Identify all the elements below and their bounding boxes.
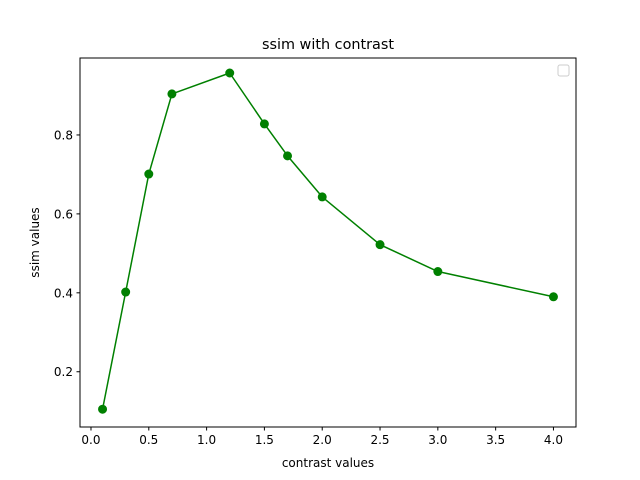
data-point [121,287,131,297]
x-tick-label: 0.0 [81,433,100,447]
data-point [225,68,235,78]
series-layer [98,68,558,414]
x-tick-label: 1.5 [255,433,274,447]
y-tick-label: 0.6 [54,207,73,221]
data-point [144,169,154,179]
data-point [283,151,293,161]
data-point [548,292,558,302]
x-tick-label: 0.5 [139,433,158,447]
data-point [375,240,385,250]
plot-area [80,58,576,427]
x-axis: 0.0 0.5 1.0 1.5 2.0 2.5 3.0 3.5 4.0 [81,427,563,447]
data-point [98,404,108,414]
x-tick-label: 1.0 [197,433,216,447]
x-tick-label: 4.0 [544,433,563,447]
x-tick-label: 2.5 [370,433,389,447]
x-axis-title: contrast values [282,456,374,470]
data-point [433,267,443,277]
data-point [317,192,327,202]
data-point [259,119,269,129]
data-point [167,89,177,99]
y-tick-label: 0.4 [54,286,73,300]
legend-box [557,64,570,77]
plot-frame [79,57,577,428]
chart-title: ssim with contrast [262,37,394,53]
x-tick-label: 3.5 [486,433,505,447]
x-tick-label: 2.0 [313,433,332,447]
y-axis-title: ssim values [28,207,42,277]
y-tick-label: 0.8 [54,128,73,142]
x-tick-label: 3.0 [428,433,447,447]
y-axis: 0.2 0.4 0.6 0.8 [54,128,80,379]
y-tick-label: 0.2 [54,365,73,379]
